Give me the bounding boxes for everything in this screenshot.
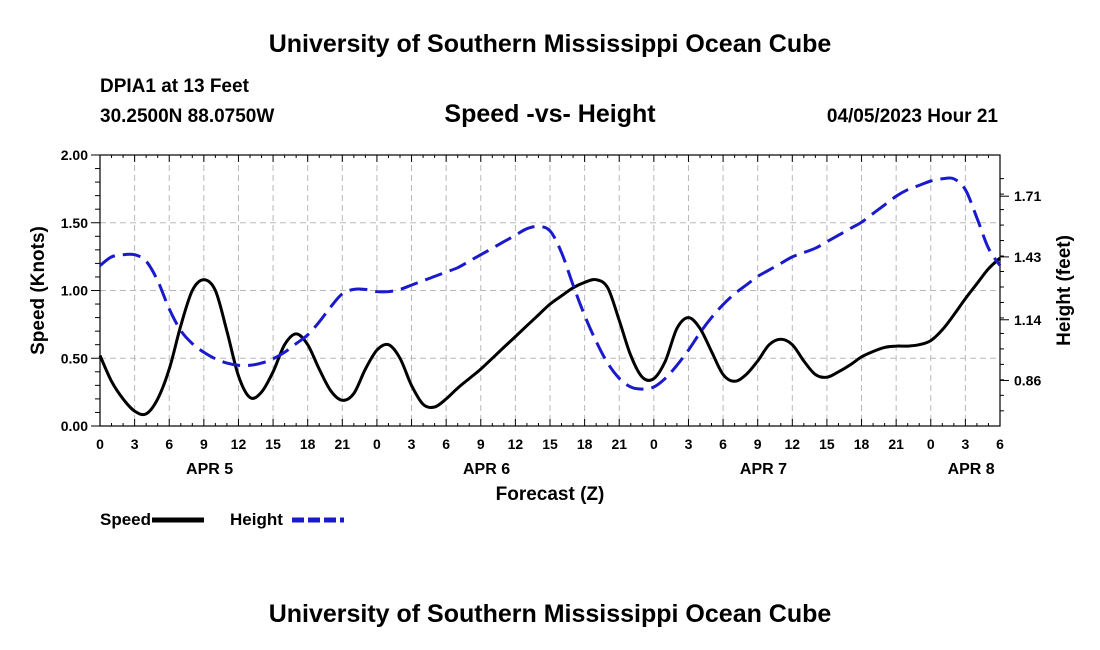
height-series-line: [99, 176, 1002, 391]
x-tick-label: 0: [373, 436, 381, 452]
x-axis-title: Forecast (Z): [496, 484, 605, 505]
x-tick-label: 0: [96, 436, 104, 452]
y2-tick-label: 0.86: [1014, 372, 1041, 388]
x-tick-label: 12: [508, 436, 524, 452]
y2-tick-label: 1.71: [1014, 188, 1041, 204]
y-tick-label: 2.00: [61, 147, 88, 163]
date-label: APR 6: [463, 461, 510, 478]
x-tick-label: 9: [754, 436, 762, 452]
footer-title: University of Southern Mississippi Ocean…: [268, 600, 832, 628]
x-tick-label: 6: [165, 436, 173, 452]
x-tick-label: 6: [996, 436, 1004, 452]
y-tick-label: 1.00: [61, 283, 88, 299]
x-tick-label: 9: [200, 436, 208, 452]
x-tick-label: 18: [854, 436, 870, 452]
date-label: APR 5: [186, 461, 233, 478]
x-tick-label: 3: [131, 436, 139, 452]
x-tick-label: 3: [961, 436, 969, 452]
station-label: DPIA1 at 13 Feet: [100, 76, 249, 97]
x-tick-label: 15: [819, 436, 835, 452]
axis-ticks: [91, 154, 1009, 427]
date-label: APR 7: [740, 461, 787, 478]
y-tick-label: 1.50: [61, 215, 88, 231]
axis-labels: 0 3 6 9 12 15 18 21 0 3 6 9 12 15 18 21 0 3 6 9 12 15 18 21 0 3 6 0…: [28, 147, 1075, 505]
x-tick-label: 3: [685, 436, 693, 452]
x-tick-label: 21: [888, 436, 904, 452]
forecast-datetime: 04/05/2023 Hour 21: [826, 106, 998, 127]
y2-tick-label: 1.14: [1014, 312, 1041, 328]
legend-label-speed: Speed: [100, 510, 151, 529]
legend: Speed Height: [100, 510, 344, 529]
page-title: University of Southern Mississippi Ocean…: [268, 30, 832, 58]
speed-series-line: [98, 256, 1002, 417]
x-tick-label: 15: [265, 436, 281, 452]
x-tick-label: 9: [477, 436, 485, 452]
y-axis-title: Speed (Knots): [28, 226, 49, 355]
x-tick-label: 0: [927, 436, 935, 452]
x-tick-label: 3: [408, 436, 416, 452]
x-tick-label: 15: [542, 436, 558, 452]
x-tick-label: 6: [719, 436, 727, 452]
y2-axis-title: Height (feet): [1054, 235, 1075, 346]
x-tick-label: 21: [611, 436, 627, 452]
chart-title: Speed -vs- Height: [444, 100, 656, 128]
y-tick-label: 0.00: [61, 418, 88, 434]
x-tick-label: 21: [335, 436, 351, 452]
x-tick-label: 6: [442, 436, 450, 452]
legend-label-height: Height: [230, 510, 283, 529]
x-tick-label: 18: [577, 436, 593, 452]
y2-tick-label: 1.43: [1014, 249, 1041, 265]
grid: [100, 155, 1000, 426]
y-tick-label: 0.50: [61, 350, 88, 366]
series: [98, 176, 1002, 417]
x-tick-label: 12: [785, 436, 801, 452]
x-tick-label: 12: [231, 436, 247, 452]
x-tick-label: 18: [300, 436, 316, 452]
station-coordinates: 30.2500N 88.0750W: [100, 106, 275, 127]
x-tick-label: 0: [650, 436, 658, 452]
date-label: APR 8: [948, 461, 995, 478]
